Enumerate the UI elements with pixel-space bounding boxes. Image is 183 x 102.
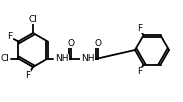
Text: F: F: [137, 67, 142, 76]
Text: NH: NH: [55, 54, 68, 63]
Text: O: O: [67, 39, 74, 48]
Text: NH: NH: [81, 54, 94, 63]
Text: Cl: Cl: [29, 14, 38, 23]
Text: Cl: Cl: [1, 54, 10, 63]
Text: O: O: [94, 39, 101, 48]
Text: F: F: [25, 70, 31, 79]
Text: F: F: [137, 24, 142, 33]
Text: F: F: [7, 32, 12, 41]
